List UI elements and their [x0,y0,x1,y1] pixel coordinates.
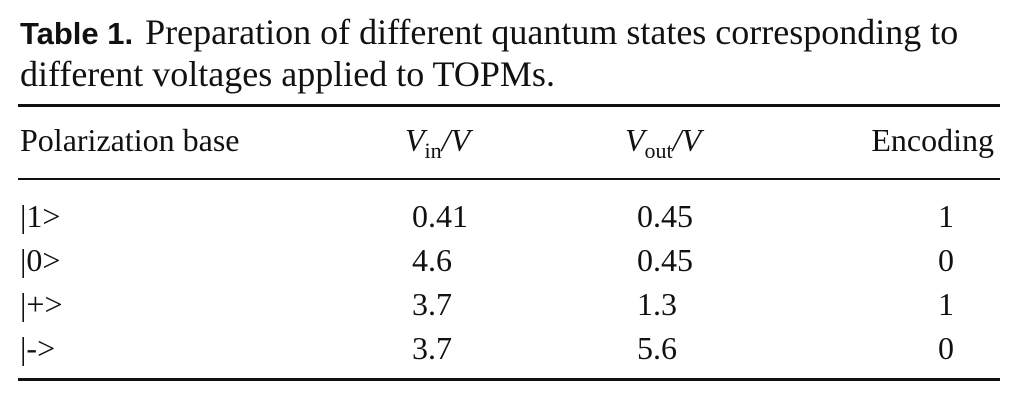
cell-vin: 3.7 [412,330,452,366]
cell-base: |+> [20,286,63,322]
cell-encoding: 0 [938,242,954,278]
cell-base: |0> [20,242,61,278]
bottom-rule [18,378,1000,381]
cell-vout: 1.3 [637,286,677,322]
cell-vout: 5.6 [637,330,677,366]
cell-base: |1> [20,198,61,234]
header-encoding: Encoding [871,122,994,158]
table-label: Table 1. [20,16,134,51]
cell-base: |-> [20,330,56,366]
cell-encoding: 1 [938,198,954,234]
header-vin: Vin/V [405,122,470,169]
cell-vout: 0.45 [637,198,693,234]
header-vout: Vout/V [625,122,701,169]
cell-encoding: 1 [938,286,954,322]
table-caption: Table 1. Preparation of different quantum… [20,12,1000,94]
cell-vout: 0.45 [637,242,693,278]
header-vin-symbol: V [405,122,425,158]
top-rule [18,104,1000,107]
cell-vin: 0.41 [412,198,468,234]
header-polarization-base: Polarization base [20,122,240,158]
header-vout-subscript: out [644,138,673,163]
header-vout-unit: /V [672,122,702,158]
header-vout-symbol: V [625,122,645,158]
cell-encoding: 0 [938,330,954,366]
header-vin-subscript: in [424,138,442,163]
cell-vin: 4.6 [412,242,452,278]
cell-vin: 3.7 [412,286,452,322]
header-vin-unit: /V [441,122,471,158]
caption-text: Preparation of different quantum states … [20,12,959,94]
header-rule [18,178,1000,180]
